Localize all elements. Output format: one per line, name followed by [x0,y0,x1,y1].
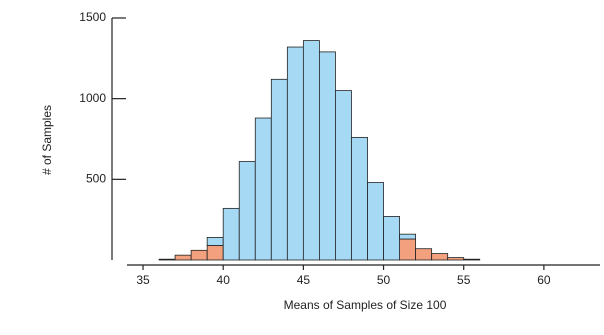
x-tick-label: 45 [297,273,311,287]
bar [351,136,368,261]
y-tick-label: 500 [86,172,106,186]
x-tick-label: 55 [457,273,471,287]
bar [174,254,192,261]
y-tick-label: 1000 [79,91,106,105]
bar [367,182,384,261]
x-tick-label: 50 [377,273,391,287]
bar [206,237,224,246]
bar [190,249,208,261]
bar [238,161,256,261]
bar [286,46,304,261]
bar [431,253,449,261]
bar [158,258,176,261]
bar [270,78,288,261]
x-tick-label: 40 [217,273,231,287]
bar [222,207,240,261]
bar [399,238,417,261]
y-tick-label: 1500 [79,10,106,24]
bar [399,233,417,240]
bar [206,245,224,261]
y-axis-label: # of Samples [40,105,54,175]
bar [415,248,433,261]
bar [302,40,320,261]
bar [335,90,352,261]
bar [319,51,336,261]
x-axis-label: Means of Samples of Size 100 [284,298,447,312]
bar [447,257,465,261]
bar [463,258,481,261]
bar [383,216,400,261]
bar [254,117,272,261]
x-tick-label: 35 [136,273,150,287]
x-tick-label: 60 [537,273,551,287]
